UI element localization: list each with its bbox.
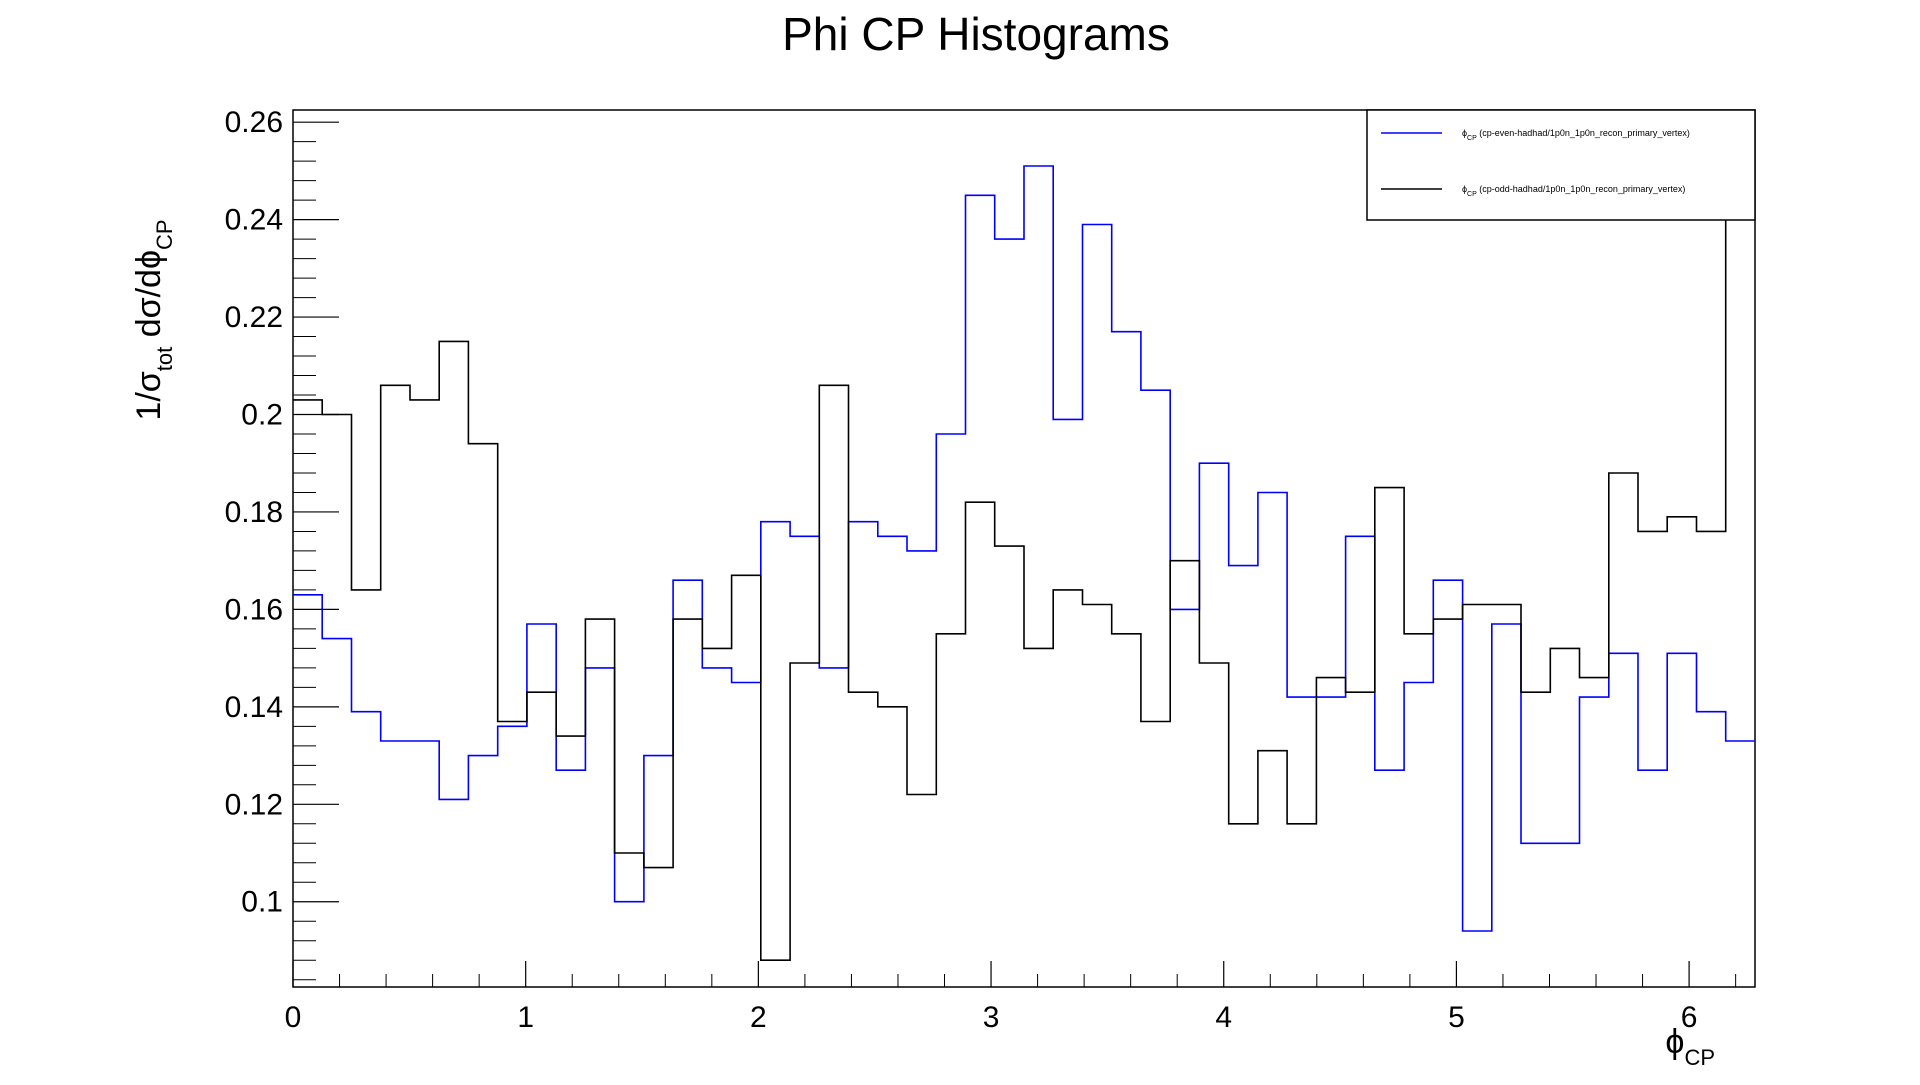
y-axis-label-sub2: CP — [152, 219, 177, 250]
y-tick-label: 0.24 — [225, 204, 283, 237]
y-axis-label-part1: 1/σ — [130, 371, 168, 420]
x-tick-label: 1 — [517, 1001, 534, 1034]
y-tick-label: 0.22 — [225, 301, 283, 334]
series-layer — [293, 110, 1755, 961]
y-tick-label: 0.14 — [225, 691, 283, 724]
legend-box — [1366, 109, 1756, 221]
x-tick-label: 6 — [1681, 1001, 1698, 1034]
svg-text:1/σtot dσ/dϕCP: 1/σtot dσ/dϕCP — [130, 219, 177, 420]
y-axis-label-part2: dσ/dϕ — [130, 250, 168, 347]
x-tick-label: 3 — [983, 1001, 1000, 1034]
series-line-2 — [293, 110, 1727, 961]
legend-label: ϕCP (cp-even-hadhad/1p0n_1p0n_recon_prim… — [1462, 128, 1690, 142]
legend-label: ϕCP (cp-odd-hadhad/1p0n_1p0n_recon_prima… — [1462, 184, 1685, 198]
x-axis-label: ϕCP — [1665, 1023, 1715, 1070]
chart-title: Phi CP Histograms — [782, 8, 1170, 60]
legend: ϕCP (cp-even-hadhad/1p0n_1p0n_recon_prim… — [1366, 109, 1756, 221]
plot-frame — [292, 109, 1756, 988]
y-axis-label: 1/σtot dσ/dϕCP — [130, 219, 177, 420]
svg-text:ϕCP: ϕCP — [1665, 1023, 1715, 1070]
y-tick-label: 0.18 — [225, 496, 283, 529]
x-tick-label: 4 — [1215, 1001, 1232, 1034]
legend-entry-1: ϕCP (cp-even-hadhad/1p0n_1p0n_recon_prim… — [1381, 128, 1690, 142]
y-tick-label: 0.1 — [241, 886, 283, 919]
y-tick-label: 0.16 — [225, 593, 283, 626]
x-axis-label-main: ϕ — [1665, 1023, 1684, 1061]
y-axis-label-sub1: tot — [152, 347, 177, 371]
y-tick-label: 0.2 — [241, 399, 283, 432]
x-tick-label: 0 — [285, 1001, 302, 1034]
x-tick-label: 2 — [750, 1001, 767, 1034]
x-tick-label: 5 — [1448, 1001, 1465, 1034]
y-tick-label: 0.12 — [225, 788, 283, 821]
x-axis-label-sub: CP — [1684, 1045, 1715, 1070]
series-line-1 — [293, 165, 1755, 932]
axis-layer: 0 1 2 3 4 5 6 0.1 0.12 0.14 0.16 0.18 0.2 0.22 0.24 0.2… — [225, 106, 1737, 1034]
y-tick-label: 0.26 — [225, 106, 283, 139]
legend-entry-2: ϕCP (cp-odd-hadhad/1p0n_1p0n_recon_prima… — [1381, 184, 1685, 198]
